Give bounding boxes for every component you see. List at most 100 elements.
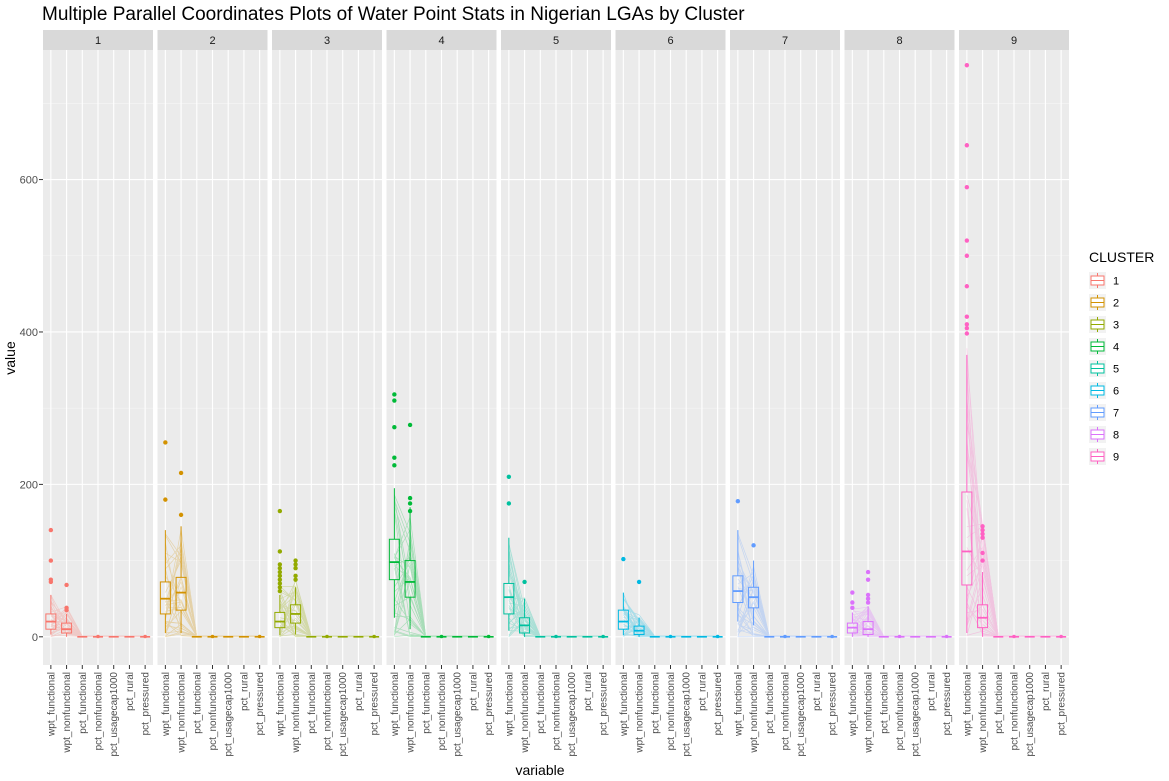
x-tick-label: pct_pressured [713,672,724,735]
facet-panels: 1 wpt_functional wpt_nonfunctional pct_func… [43,30,1069,757]
legend-item-4: 4 [1089,338,1119,355]
panel-cluster-6: 6 wpt_functional wpt_nonfunctional pct_func… [615,30,726,757]
outlier-point [325,634,329,639]
outlier-point [850,605,855,611]
facet-strip-label: 8 [896,35,902,47]
legend-label: 7 [1113,408,1119,420]
outlier-point [897,634,902,639]
facet-strip [157,30,268,50]
x-tick-label: wpt_nonfunctional [978,672,989,754]
x-tick-label: pct_nonfunctional [323,672,334,750]
outlier-point [64,582,69,588]
x-tick-label: pct_functional [78,672,89,734]
legend-item-9: 9 [1089,448,1119,465]
x-tick-label: pct_nonfunctional [437,672,448,750]
x-tick-label: wpt_nonfunctional [749,672,760,754]
box [175,576,187,611]
outlier-point [964,331,970,336]
box [404,560,416,598]
outlier-point [277,566,283,571]
facet-strip [844,30,955,50]
x-tick-label: pct_rural [812,672,823,711]
outlier-point [277,588,283,594]
boxplot-wpt_functional [45,527,57,635]
boxplot-wpt_functional [732,498,744,622]
outlier-point [277,585,283,590]
outlier-point [830,634,834,639]
outlier-point [865,577,871,582]
x-tick-label: pct_pressured [599,672,610,735]
outlier-point [964,238,970,243]
outlier-point [850,600,855,605]
facet-strip-label: 5 [553,35,559,47]
outlier-point [980,527,985,533]
boxplot-wpt_functional [503,474,515,631]
outlier-point [392,455,397,460]
outlier-point [980,531,985,537]
outlier-point [293,573,298,579]
outlier-point [392,398,397,403]
x-tick-label: pct_functional [994,672,1005,734]
outlier-point [554,634,558,639]
legend-item-2: 2 [1089,294,1119,311]
boxplot-wpt_functional [846,590,858,637]
panel-cluster-5: 5 wpt_functional wpt_nonfunctional pct_func… [501,30,611,757]
outlier-point [392,392,397,397]
x-tick-label: pct_rural [125,672,136,711]
outlier-point [621,556,626,562]
outlier-point [964,253,970,258]
y-tick-label: 0 [32,632,38,644]
x-tick-label: pct_rural [1041,672,1052,711]
outlier-point [944,634,949,639]
x-tick-label: pct_functional [421,672,432,734]
legend-label: 6 [1113,386,1119,398]
x-tick-label: wpt_functional [46,672,57,737]
outlier-point [48,558,54,563]
outlier-point [293,562,298,567]
outlier-point [1059,634,1063,639]
facet-strip [272,30,382,50]
x-tick-label: pct_nonfunctional [208,672,219,750]
x-tick-label: pct_nonfunctional [781,672,792,750]
x-tick-label: pct_functional [192,672,203,734]
x-tick-label: pct_usagecap1000 [338,672,349,757]
x-tick-label: pct_pressured [1057,672,1068,735]
outlier-point [257,634,262,639]
outlier-point [277,549,283,554]
legend-label: 3 [1113,320,1119,332]
outlier-point [372,634,376,639]
x-tick-label: pct_nonfunctional [895,672,906,750]
legend-item-1: 1 [1089,272,1119,289]
legend-label: 9 [1113,452,1119,464]
outlier-point [964,184,970,190]
facet-strip [615,30,726,50]
panel-cluster-9: 9 wpt_functional wpt_nonfunctional pct_func… [959,30,1069,757]
outlier-point [178,512,184,518]
x-tick-label: pct_functional [879,672,890,734]
facet-strip [386,30,497,50]
facet-strip-label: 7 [782,35,788,47]
outlier-point [964,314,970,319]
x-tick-label: wpt_functional [275,672,286,737]
facet-strip-label: 9 [1011,35,1017,47]
x-tick-label: pct_rural [926,672,937,711]
x-tick-label: wpt_nonfunctional [864,672,875,754]
boxplot-wpt_nonfunctional [862,569,874,637]
x-tick-label: wpt_functional [962,672,973,737]
outlier-point [293,577,298,582]
outlier-point [850,590,855,595]
x-tick-label: pct_rural [468,672,479,711]
x-tick-label: pct_pressured [828,672,839,735]
x-tick-label: wpt_nonfunctional [406,672,417,754]
facet-strip-label: 3 [324,35,330,47]
x-tick-label: pct_rural [583,672,594,711]
outlier-point [506,474,512,479]
x-tick-label: pct_pressured [370,672,381,735]
outlier-point [964,325,970,331]
legend-item-6: 6 [1089,382,1119,399]
outlier-point [865,596,871,601]
outlier-point [783,634,787,639]
outlier-point [522,579,527,585]
x-tick-label: pct_functional [536,672,547,734]
